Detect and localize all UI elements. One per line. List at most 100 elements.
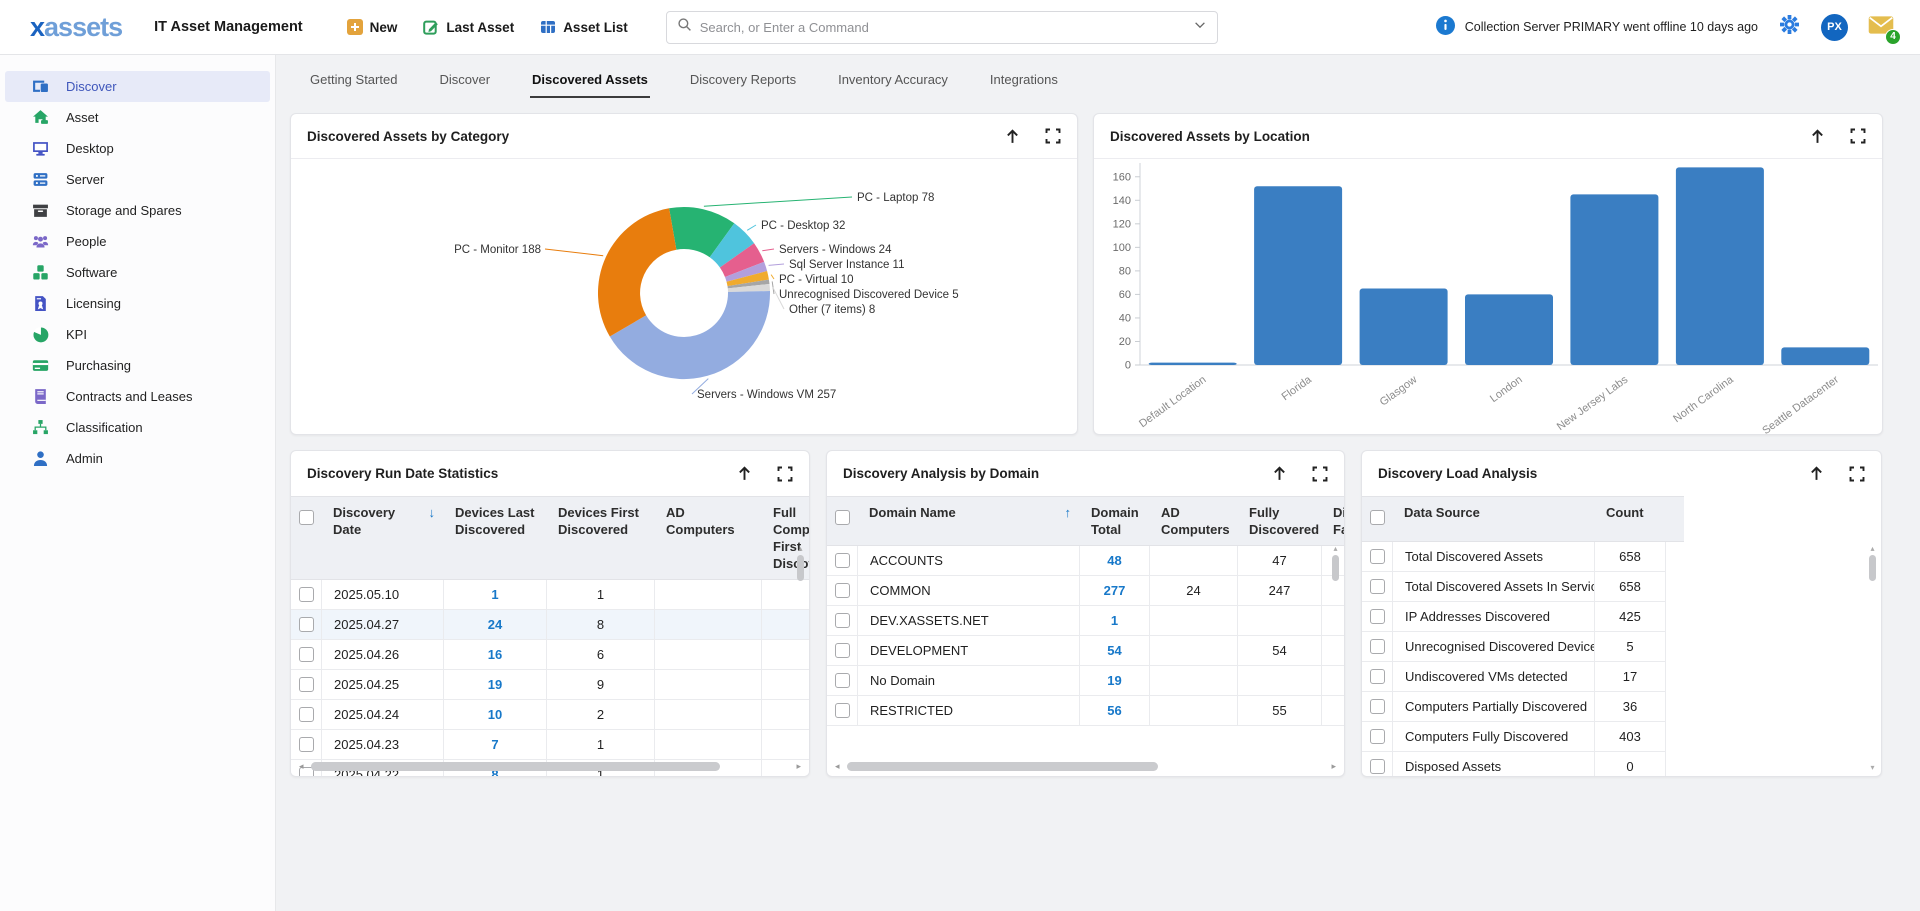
bar-new-jersey-labs[interactable] bbox=[1570, 194, 1658, 365]
cell-devices-last-discovered[interactable]: 1 bbox=[443, 580, 546, 609]
row-checkbox[interactable] bbox=[835, 553, 850, 568]
settings-gear-icon[interactable] bbox=[1778, 13, 1801, 41]
export-arrow-icon[interactable] bbox=[736, 465, 753, 482]
sidebar-item-software[interactable]: Software bbox=[5, 257, 270, 288]
app-logo[interactable]: xassets bbox=[30, 12, 122, 43]
row-checkbox[interactable] bbox=[835, 613, 850, 628]
bar-florida[interactable] bbox=[1254, 186, 1342, 365]
sidebar-item-discover[interactable]: Discover bbox=[5, 71, 270, 102]
row-checkbox[interactable] bbox=[299, 587, 314, 602]
tab-discovery-reports[interactable]: Discovery Reports bbox=[688, 59, 798, 98]
bar-glasgow[interactable] bbox=[1360, 289, 1448, 366]
horizontal-scrollbar[interactable]: ◂▸ bbox=[835, 760, 1336, 773]
tab-getting-started[interactable]: Getting Started bbox=[308, 59, 399, 98]
expand-icon[interactable] bbox=[777, 466, 793, 482]
cell-domain-total[interactable]: 54 bbox=[1079, 636, 1149, 665]
table-row[interactable]: 2025.04.27248 bbox=[291, 610, 809, 640]
scroll-up-icon[interactable]: ▴ bbox=[798, 545, 802, 553]
cell-devices-last-discovered[interactable]: 19 bbox=[443, 670, 546, 699]
new-button[interactable]: New bbox=[347, 19, 398, 35]
table-row[interactable]: Unrecognised Discovered Devices5 bbox=[1362, 632, 1666, 662]
tab-discover[interactable]: Discover bbox=[437, 59, 492, 98]
search-input[interactable] bbox=[700, 20, 1185, 35]
expand-icon[interactable] bbox=[1045, 128, 1061, 144]
column-header-domain-name[interactable]: Domain Name↑ bbox=[857, 497, 1079, 545]
cell-devices-last-discovered[interactable]: 7 bbox=[443, 730, 546, 759]
vertical-scrollbar[interactable]: ▴ bbox=[1330, 545, 1341, 581]
table-row[interactable]: IP Addresses Discovered425 bbox=[1362, 602, 1666, 632]
row-checkbox[interactable] bbox=[1370, 729, 1385, 744]
column-header-devices-last-discovered[interactable]: Devices Last Discovered bbox=[443, 497, 546, 579]
asset-list-button[interactable]: Asset List bbox=[540, 19, 628, 35]
scroll-left-icon[interactable]: ◂ bbox=[835, 762, 840, 771]
export-arrow-icon[interactable] bbox=[1808, 465, 1825, 482]
sidebar-item-server[interactable]: Server bbox=[5, 164, 270, 195]
row-checkbox[interactable] bbox=[299, 677, 314, 692]
horizontal-scrollbar[interactable]: ◂▸ bbox=[299, 760, 801, 773]
bar-seattle-datacenter[interactable] bbox=[1781, 347, 1869, 365]
vertical-scrollbar[interactable]: ▴ bbox=[795, 545, 806, 581]
sidebar-item-classification[interactable]: Classification bbox=[5, 412, 270, 443]
table-row[interactable]: Total Discovered Assets In Service658 bbox=[1362, 572, 1666, 602]
vertical-scrollbar[interactable]: ▴▾ bbox=[1867, 545, 1878, 772]
table-row[interactable]: RESTRICTED5655 bbox=[827, 696, 1344, 726]
cell-domain-total[interactable]: 48 bbox=[1079, 546, 1149, 575]
tab-discovered-assets[interactable]: Discovered Assets bbox=[530, 59, 650, 98]
cell-devices-last-discovered[interactable]: 16 bbox=[443, 640, 546, 669]
column-header-fully-discovered[interactable]: Fully Discovered bbox=[1237, 497, 1321, 545]
table-row[interactable]: Undiscovered VMs detected17 bbox=[1362, 662, 1666, 692]
column-header-discovery-date[interactable]: Discovery Date↓ bbox=[321, 497, 443, 579]
row-checkbox[interactable] bbox=[299, 707, 314, 722]
chevron-down-icon[interactable] bbox=[1193, 18, 1207, 37]
row-checkbox[interactable] bbox=[835, 583, 850, 598]
table-row[interactable]: 2025.04.24102 bbox=[291, 700, 809, 730]
last-asset-button[interactable]: Last Asset bbox=[423, 19, 514, 35]
expand-icon[interactable] bbox=[1850, 128, 1866, 144]
table-row[interactable]: DEVELOPMENT5454 bbox=[827, 636, 1344, 666]
row-checkbox[interactable] bbox=[299, 737, 314, 752]
row-checkbox[interactable] bbox=[1370, 579, 1385, 594]
column-header-ad-computers[interactable]: AD Computers bbox=[654, 497, 761, 579]
export-arrow-icon[interactable] bbox=[1004, 128, 1021, 145]
column-header-data-source[interactable]: Data Source bbox=[1392, 497, 1594, 541]
user-avatar[interactable]: PX bbox=[1821, 14, 1848, 41]
donut-segment-pc-monitor[interactable] bbox=[598, 208, 676, 336]
table-row[interactable]: Disposed Assets0 bbox=[1362, 752, 1666, 777]
select-all-checkbox[interactable] bbox=[1370, 510, 1385, 525]
column-header-domain-total[interactable]: Domain Total bbox=[1079, 497, 1149, 545]
sidebar-item-storage-and-spares[interactable]: Storage and Spares bbox=[5, 195, 270, 226]
tab-inventory-accuracy[interactable]: Inventory Accuracy bbox=[836, 59, 950, 98]
column-header-ad-computers[interactable]: AD Computers bbox=[1149, 497, 1237, 545]
cell-devices-last-discovered[interactable]: 24 bbox=[443, 610, 546, 639]
table-row[interactable]: 2025.05.1011 bbox=[291, 580, 809, 610]
export-arrow-icon[interactable] bbox=[1271, 465, 1288, 482]
export-arrow-icon[interactable] bbox=[1809, 128, 1826, 145]
cell-domain-total[interactable]: 1 bbox=[1079, 606, 1149, 635]
table-row[interactable]: DEV.XASSETS.NET1 bbox=[827, 606, 1344, 636]
column-header-discovery-failed[interactable]: Discovery Failed bbox=[1321, 497, 1345, 545]
row-checkbox[interactable] bbox=[835, 643, 850, 658]
sidebar-item-people[interactable]: People bbox=[5, 226, 270, 257]
sidebar-item-kpi[interactable]: KPI bbox=[5, 319, 270, 350]
row-checkbox[interactable] bbox=[835, 703, 850, 718]
sidebar-item-licensing[interactable]: Licensing bbox=[5, 288, 270, 319]
bar-default-location[interactable] bbox=[1149, 363, 1237, 365]
row-checkbox[interactable] bbox=[1370, 639, 1385, 654]
expand-icon[interactable] bbox=[1849, 466, 1865, 482]
row-checkbox[interactable] bbox=[299, 647, 314, 662]
scroll-up-icon[interactable]: ▴ bbox=[1870, 545, 1874, 553]
sidebar-item-asset[interactable]: Asset bbox=[5, 102, 270, 133]
table-row[interactable]: Total Discovered Assets658 bbox=[1362, 542, 1666, 572]
table-row[interactable]: Computers Fully Discovered403 bbox=[1362, 722, 1666, 752]
table-row[interactable]: Computers Partially Discovered36 bbox=[1362, 692, 1666, 722]
row-checkbox[interactable] bbox=[1370, 669, 1385, 684]
row-checkbox[interactable] bbox=[835, 673, 850, 688]
bar-north-carolina[interactable] bbox=[1676, 167, 1764, 365]
column-header-count[interactable]: Count bbox=[1594, 497, 1665, 541]
select-all-checkbox[interactable] bbox=[299, 510, 314, 525]
scroll-up-icon[interactable]: ▴ bbox=[1333, 545, 1337, 553]
row-checkbox[interactable] bbox=[299, 617, 314, 632]
table-row[interactable]: ACCOUNTS4847 bbox=[827, 546, 1344, 576]
row-checkbox[interactable] bbox=[1370, 609, 1385, 624]
bar-london[interactable] bbox=[1465, 294, 1553, 365]
